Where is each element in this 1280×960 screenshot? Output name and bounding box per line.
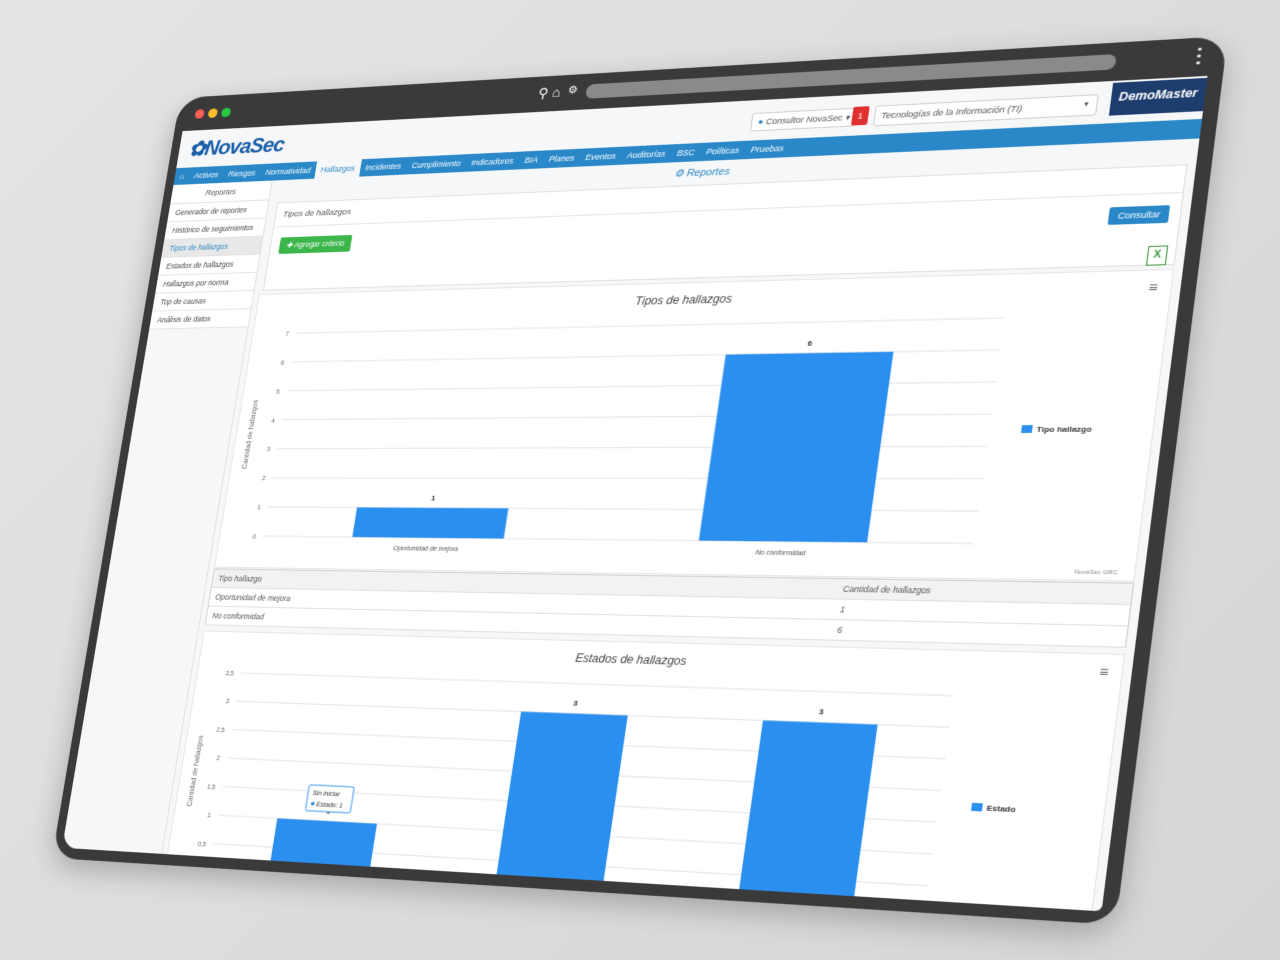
gridline	[241, 673, 954, 696]
user-name: Consultor NovaSec	[765, 113, 844, 127]
y-tick-label: 0	[252, 534, 256, 541]
y-tick-label: 2	[216, 756, 220, 763]
area-value: Tecnologías de la Información (TI)	[880, 103, 1023, 121]
data-label: 6	[807, 340, 813, 348]
cell: 1	[839, 604, 846, 615]
legend-label: Tipo hallazgo	[1036, 426, 1092, 435]
gridline	[287, 382, 996, 391]
tab-activos[interactable]: Activos	[193, 170, 219, 180]
tooltip-category: Sin iniciar	[312, 791, 341, 799]
data-label: 1	[431, 495, 437, 503]
sidebar-item[interactable]: Análisis de datos	[149, 309, 251, 330]
bar	[494, 711, 628, 898]
y-tick-label: 0,5	[197, 841, 206, 848]
chart-title: Estados de hallazgos	[574, 653, 687, 669]
y-tick-label: 1	[257, 505, 261, 511]
y-tick-label: 6	[280, 360, 284, 366]
tab-auditorías[interactable]: Auditorías	[626, 149, 667, 161]
plus-icon: ✚	[285, 240, 294, 250]
data-label: 3	[573, 700, 579, 708]
page-title-text: Reportes	[685, 166, 731, 180]
legend-swatch	[1021, 425, 1033, 434]
x-tick-label: Oportunidad de mejora	[392, 546, 458, 553]
laptop-frame: ⚲ ⌂ ⚙ ⋮ ✿NovaSec ● Consultor NovaSec ▾ 1…	[51, 35, 1228, 925]
y-tick-label: 4	[271, 418, 276, 424]
y-tick-label: 3	[266, 447, 270, 453]
gridline	[273, 478, 983, 479]
home-icon[interactable]: ⌂	[551, 85, 562, 101]
add-criteria-label: Agregar criterio	[293, 238, 346, 250]
tab-pruebas[interactable]: Pruebas	[750, 143, 785, 155]
x-tick-label: No conformidad	[755, 550, 807, 558]
close-window-button[interactable]	[194, 109, 205, 119]
y-axis-label: Cantidad de hallazgos	[186, 734, 205, 806]
kebab-icon[interactable]: ⋮	[1186, 44, 1212, 68]
bar	[698, 351, 894, 543]
y-axis-label: Cantidad de hallazgos	[241, 399, 260, 469]
chevron-down-icon: ▾	[844, 112, 851, 123]
y-tick-label: 3,5	[225, 671, 234, 678]
menu-icon: ≡	[1148, 281, 1159, 296]
bar	[736, 720, 878, 912]
tab-bia[interactable]: BIA	[523, 155, 539, 165]
gridline	[296, 318, 1004, 333]
y-tick-label: 7	[285, 332, 289, 338]
tab-eventos[interactable]: Eventos	[584, 151, 617, 162]
tooltip-text: Estado: 1	[316, 802, 344, 810]
gridline	[277, 446, 987, 448]
x-tick-label: Sin iniciar	[302, 887, 331, 896]
bar	[268, 818, 377, 883]
chart-tipos-hallazgos: Tipos de hallazgos ≡ Cantidad de hallazgos…	[214, 268, 1175, 582]
legend-swatch	[970, 802, 983, 812]
app-screen: ✿NovaSec ● Consultor NovaSec ▾ 1 Tecnolo…	[62, 75, 1208, 912]
chart-estados-hallazgos: Estados de hallazgos ≡ Cantidad de hallazg…	[159, 630, 1126, 912]
y-tick-label: 1,5	[206, 784, 215, 791]
chevron-down-icon: ▼	[1082, 101, 1091, 109]
cell: 6	[836, 625, 843, 635]
consult-button[interactable]: Consultar	[1108, 205, 1171, 225]
user-dropdown[interactable]: ● Consultor NovaSec ▾	[749, 107, 859, 132]
legend-label: Estado	[986, 804, 1016, 814]
gears-icon: ⚙	[673, 168, 685, 180]
y-tick-label: 1	[207, 813, 211, 820]
gridline	[291, 350, 1000, 362]
area-select[interactable]: Tecnologías de la Información (TI) ▼	[872, 94, 1099, 127]
data-label: 1	[326, 808, 332, 816]
minimize-window-button[interactable]	[207, 108, 219, 119]
tab-incidentes[interactable]: Incidentes	[364, 161, 402, 173]
bar	[352, 507, 509, 539]
excel-icon[interactable]: X	[1145, 245, 1169, 266]
y-tick-label: 2	[262, 476, 266, 482]
logo-text: NovaSec	[203, 133, 286, 161]
main-content: ⚙ Reportes Tipos de hallazgos ✚ Agregar …	[159, 139, 1190, 912]
y-tick-label: 0	[197, 870, 201, 877]
x-tick-label: Vencido	[533, 902, 559, 911]
y-tick-label: 5	[276, 389, 280, 395]
data-label: 3	[818, 709, 824, 718]
y-tick-label: 2,5	[216, 727, 225, 734]
gridline	[282, 414, 992, 420]
demomaster-logo: DemoMaster	[1108, 77, 1208, 116]
add-criteria-button[interactable]: ✚ Agregar criterio	[278, 234, 353, 254]
novasec-logo[interactable]: ✿NovaSec	[187, 132, 286, 161]
column-header: Cantidad de hallazgos	[842, 584, 932, 596]
chart-title: Tipos de hallazgos	[634, 293, 732, 308]
settings-icon[interactable]: ⚙	[567, 83, 579, 97]
search-icon[interactable]: ⚲	[537, 85, 550, 102]
tab-hallazgos[interactable]: Hallazgos	[314, 159, 362, 179]
chart-credits: NovaSec GRC	[1074, 569, 1119, 577]
user-icon: ●	[757, 117, 765, 127]
maximize-window-button[interactable]	[220, 107, 232, 118]
tab-planes[interactable]: Planes	[548, 153, 575, 164]
y-tick-label: 3	[225, 699, 229, 706]
tab-bsc[interactable]: BSC	[676, 147, 696, 158]
tab-riesgos[interactable]: Riesgos	[227, 168, 257, 179]
tab-políticas[interactable]: Políticas	[705, 145, 740, 157]
notification-badge[interactable]: 1	[850, 106, 870, 126]
menu-icon: ≡	[1098, 666, 1109, 681]
